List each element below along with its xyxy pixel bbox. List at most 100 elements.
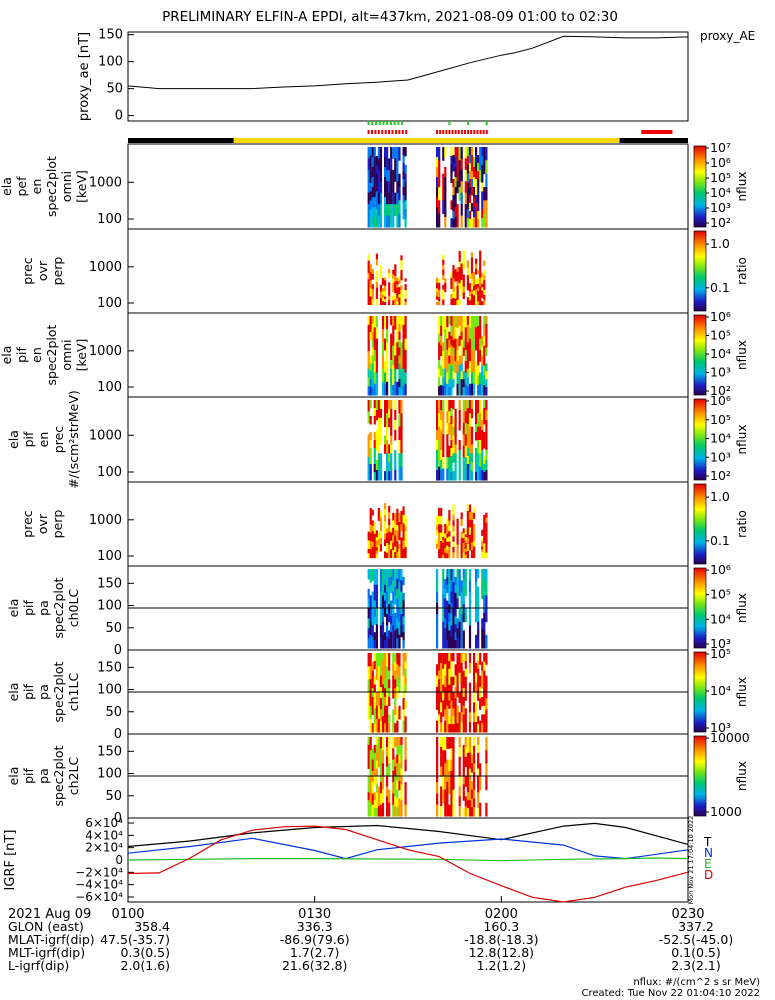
spec-cell: [367, 792, 370, 801]
spec-cell: [481, 182, 484, 192]
spec-cell: [452, 284, 455, 292]
spec-cell: [456, 527, 459, 533]
spec-cell: [367, 215, 370, 228]
spec-cell: [438, 440, 441, 454]
spec-cell: [485, 420, 488, 431]
spec-cell: [371, 723, 374, 733]
spec-cell: [404, 316, 407, 328]
spec-cell: [464, 545, 467, 550]
spec-cell: [442, 351, 445, 361]
spec-cell: [458, 410, 461, 421]
y-label-line: perp: [50, 257, 65, 286]
spec-cell: [477, 413, 480, 428]
spec-cell: [402, 368, 405, 378]
spec-cell: [398, 705, 401, 720]
spec-cell: [446, 422, 449, 435]
spec-cell: [473, 737, 476, 747]
spec-cell: [475, 672, 478, 684]
spec-cell: [446, 338, 449, 351]
spec-cell: [379, 265, 383, 273]
spec-cell: [444, 355, 447, 370]
spec-cell: [444, 750, 447, 764]
spec-cell: [400, 537, 403, 545]
spec-cell: [477, 569, 480, 579]
spec-cell: [373, 327, 376, 340]
spec-cell: [400, 265, 403, 271]
spec-cell: [444, 776, 447, 791]
spec-cell: [392, 192, 395, 205]
spec-cell: [388, 215, 391, 228]
colorbar-label: 10⁵: [710, 587, 731, 602]
spec-cell: [481, 450, 484, 461]
spec-cell: [396, 530, 399, 537]
spec-cell: [446, 445, 449, 458]
spec-cell: [402, 342, 405, 352]
y-label-line: ch2LC: [66, 757, 81, 796]
spec-cell: [466, 324, 469, 335]
spec-cell: [402, 675, 405, 688]
spec-cell: [381, 634, 385, 649]
spec-cell: [456, 661, 459, 672]
footer-value: -52.5(-45.0): [659, 932, 733, 947]
spec-cell: [394, 776, 397, 787]
spec-cell: [386, 543, 389, 549]
spec-cell: [475, 219, 478, 228]
spec-cell: [446, 608, 449, 617]
spec-cell: [477, 375, 480, 386]
spec-cell: [456, 670, 459, 680]
spec-cell: [481, 430, 484, 441]
spec-cell: [392, 325, 395, 337]
spec-cell: [440, 440, 443, 451]
spec-cell: [481, 529, 484, 533]
spec-cell: [402, 664, 405, 677]
spec-cell: [485, 595, 488, 609]
spec-cell: [470, 462, 474, 472]
spec-cell: [462, 714, 465, 724]
spec-cell: [394, 612, 397, 623]
spec-cell: [485, 750, 488, 764]
spec-cell: [379, 169, 383, 182]
spec-cell: [375, 173, 378, 184]
spec-cell: [375, 327, 378, 340]
spec-cell: [369, 750, 372, 764]
spec-cell: [475, 155, 478, 164]
spec-cell: [398, 301, 401, 306]
spec-cell: [386, 766, 389, 777]
spec-cell: [379, 804, 383, 817]
spec-cell: [481, 538, 484, 542]
spec-cell: [456, 349, 459, 362]
spec-cell: [436, 770, 439, 783]
spec-cell: [466, 510, 469, 519]
spec-cell: [466, 368, 469, 378]
mark-red: [394, 130, 397, 134]
spec-cell: [448, 515, 451, 522]
orbit-indicator: [128, 121, 688, 143]
spec-cell: [400, 544, 403, 552]
spec-cell: [394, 639, 397, 649]
spec-cell: [396, 686, 399, 699]
spec-cell: [475, 316, 478, 328]
spec-cell: [373, 576, 376, 586]
spec-cell: [436, 625, 439, 638]
spec-cell: [458, 147, 461, 161]
spec-cell: [442, 468, 445, 481]
spec-cell: [462, 595, 465, 605]
spec-cell: [470, 299, 474, 306]
spec-cell: [396, 541, 399, 548]
spec-cell: [400, 752, 403, 762]
spec-cell: [436, 782, 439, 794]
spec-cell: [473, 535, 476, 542]
spec-cell: [390, 545, 393, 550]
spec-cell: [394, 410, 397, 421]
spec-cell: [466, 472, 469, 481]
spec-cell: [375, 784, 378, 793]
y-label-line: [keV]: [74, 339, 89, 372]
spec-cell: [464, 147, 467, 159]
spec-cell: [388, 204, 391, 216]
spec-cell: [373, 569, 376, 578]
spec-cell: [481, 546, 484, 550]
spec-cell: [375, 253, 378, 260]
spec-cell: [386, 625, 389, 638]
spec-cell: [386, 169, 389, 182]
spec-cell: [446, 600, 449, 609]
